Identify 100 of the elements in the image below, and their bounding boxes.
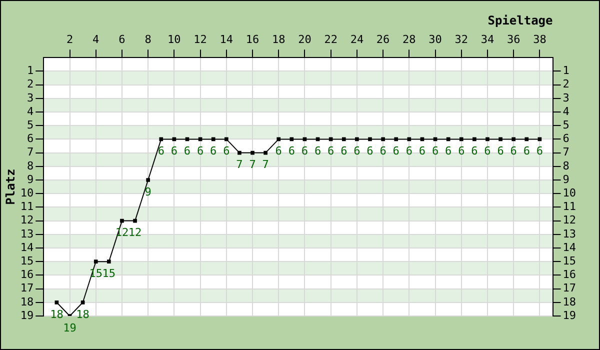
y-tick-label: 17 — [20, 282, 34, 295]
y2-tick-label: 4 — [562, 104, 570, 118]
y-tick-label: 14 — [20, 240, 34, 254]
x-tick-label: 24 — [350, 32, 364, 46]
point — [355, 137, 359, 142]
point — [368, 137, 372, 142]
y2-tick-label: 2 — [562, 78, 570, 91]
y-tick-label: 2 — [27, 78, 34, 91]
y2-tick-label: 3 — [562, 91, 570, 104]
y-tick-label: 19 — [20, 308, 34, 322]
point — [133, 218, 137, 223]
y-tick-label: 3 — [27, 91, 34, 104]
data-label: 18 — [76, 308, 90, 321]
x-tick-label: 14 — [220, 32, 234, 46]
data-label: 6 — [380, 144, 386, 158]
point — [524, 137, 529, 142]
data-label: 6 — [458, 144, 465, 158]
x-tick-label: 16 — [246, 32, 260, 46]
y2-tick-label: 19 — [562, 308, 576, 322]
data-label: 6 — [158, 144, 164, 158]
data-label: 12 — [128, 226, 142, 240]
data-label: 6 — [418, 144, 426, 158]
x-tick-label: 28 — [402, 32, 416, 46]
data-label: 6 — [196, 144, 204, 158]
data-label: 6 — [366, 144, 374, 158]
data-label: 6 — [354, 144, 360, 158]
y2-tick-label: 12 — [562, 214, 576, 227]
x-tick-label: 26 — [376, 32, 390, 46]
point — [498, 137, 502, 142]
x-tick-label: 6 — [118, 32, 126, 46]
data-label: 6 — [210, 144, 217, 158]
point — [120, 218, 124, 223]
y-tick-label: 15 — [20, 254, 34, 268]
y2-tick-label: 11 — [562, 200, 576, 214]
x-tick-label: 20 — [298, 32, 312, 46]
data-label: 7 — [262, 158, 269, 172]
point — [250, 150, 254, 155]
data-label: 6 — [301, 144, 308, 158]
data-label: 6 — [340, 144, 348, 158]
x-tick-label: 36 — [506, 32, 520, 46]
y-tick-label: 1 — [27, 64, 34, 78]
data-label: 19 — [63, 321, 76, 334]
data-label: 6 — [497, 144, 504, 158]
y-tick-label: 6 — [27, 132, 34, 146]
x-tick-label: 8 — [144, 32, 152, 46]
y2-tick-label: 13 — [562, 227, 576, 240]
y-tick-label: 13 — [20, 227, 34, 240]
y-axis-title: Platz — [3, 168, 18, 205]
point — [107, 260, 111, 264]
y-tick-label: 16 — [20, 268, 34, 282]
data-label: 7 — [236, 158, 243, 172]
point — [146, 178, 150, 182]
data-label: 6 — [523, 144, 530, 158]
y2-tick-label: 14 — [562, 240, 576, 254]
point — [342, 137, 346, 142]
data-label: 6 — [170, 144, 178, 158]
x-tick-label: 4 — [92, 32, 100, 46]
y2-tick-label: 7 — [562, 146, 570, 159]
x-tick-label: 22 — [324, 32, 338, 46]
y2-tick-label: 17 — [562, 282, 576, 295]
y2-tick-label: 8 — [562, 159, 570, 172]
y-tick-label: 10 — [20, 186, 34, 200]
x-tick-label: 2 — [66, 32, 74, 46]
y2-tick-label: 1 — [562, 64, 570, 78]
point — [381, 137, 385, 142]
y-tick-label: 9 — [27, 172, 34, 186]
data-label: 6 — [223, 144, 230, 158]
y-tick-label: 18 — [20, 295, 34, 308]
x-tick-label: 30 — [428, 32, 442, 46]
point — [459, 137, 464, 142]
x-tick-label: 34 — [480, 32, 494, 46]
y-tick-label: 11 — [20, 200, 34, 214]
y2-tick-label: 5 — [562, 118, 570, 132]
y-tick-label: 5 — [27, 118, 34, 132]
point — [394, 137, 398, 142]
point — [54, 300, 59, 304]
x-tick-label: 12 — [194, 32, 207, 46]
x-tick-label: 32 — [454, 32, 468, 46]
point — [276, 137, 281, 142]
y2-tick-label: 6 — [562, 132, 570, 146]
point — [486, 137, 490, 142]
y2-tick-label: 15 — [562, 254, 576, 268]
point — [264, 150, 268, 155]
data-label: 18 — [50, 308, 64, 321]
point — [94, 260, 98, 264]
x-tick-label: 10 — [168, 32, 181, 46]
point — [224, 137, 228, 142]
x-axis-title: Spieltage — [488, 13, 553, 28]
point — [407, 137, 412, 142]
data-label: 6 — [536, 144, 544, 158]
data-label: 15 — [102, 266, 116, 280]
data-label: 6 — [445, 144, 452, 158]
y-tick-label: 7 — [27, 146, 34, 159]
y-tick-label: 4 — [27, 104, 34, 118]
y2-tick-label: 16 — [562, 268, 576, 282]
data-label: 9 — [144, 185, 152, 198]
data-label: 6 — [471, 144, 478, 158]
x-tick-label: 38 — [533, 32, 546, 46]
data-label: 6 — [392, 144, 400, 158]
point — [472, 137, 476, 142]
